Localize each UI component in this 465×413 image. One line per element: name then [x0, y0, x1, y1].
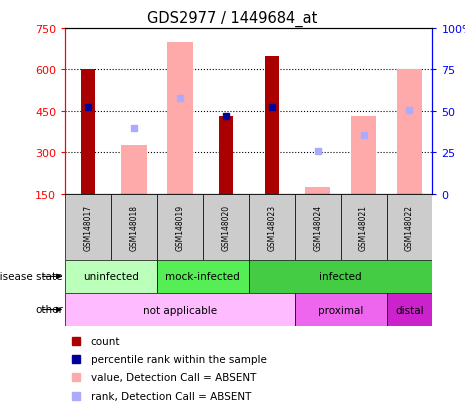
Bar — [203, 194, 249, 260]
Text: GSM148024: GSM148024 — [313, 204, 322, 250]
Text: percentile rank within the sample: percentile rank within the sample — [91, 354, 267, 364]
Text: count: count — [91, 336, 120, 346]
Bar — [397, 70, 422, 194]
Text: GSM148020: GSM148020 — [221, 204, 230, 250]
Text: disease state: disease state — [0, 272, 63, 282]
Bar — [249, 194, 295, 260]
Bar — [65, 194, 111, 260]
Text: GSM148021: GSM148021 — [359, 204, 368, 250]
Text: mock-infected: mock-infected — [166, 272, 240, 282]
Text: GSM148023: GSM148023 — [267, 204, 276, 250]
Bar — [167, 43, 193, 194]
Bar — [249, 260, 432, 293]
Text: other: other — [35, 305, 63, 315]
Text: GSM148022: GSM148022 — [405, 204, 414, 250]
Bar — [65, 293, 295, 326]
Bar — [81, 70, 95, 194]
Text: GDS2977 / 1449684_at: GDS2977 / 1449684_at — [147, 10, 318, 26]
Bar — [219, 117, 232, 194]
Bar — [111, 194, 157, 260]
Bar — [295, 194, 340, 260]
Text: proximal: proximal — [318, 305, 363, 315]
Text: GSM148019: GSM148019 — [175, 204, 185, 250]
Text: not applicable: not applicable — [143, 305, 217, 315]
Text: uninfected: uninfected — [83, 272, 139, 282]
Bar — [295, 293, 386, 326]
Bar — [265, 57, 279, 194]
Bar — [157, 260, 249, 293]
Bar — [305, 187, 330, 194]
Bar — [121, 146, 146, 194]
Text: value, Detection Call = ABSENT: value, Detection Call = ABSENT — [91, 373, 256, 382]
Text: rank, Detection Call = ABSENT: rank, Detection Call = ABSENT — [91, 392, 251, 401]
Bar — [65, 260, 157, 293]
Bar — [340, 194, 386, 260]
Bar — [157, 194, 203, 260]
Text: infected: infected — [319, 272, 362, 282]
Bar — [386, 293, 432, 326]
Text: GSM148017: GSM148017 — [84, 204, 93, 250]
Text: GSM148018: GSM148018 — [129, 204, 139, 250]
Text: distal: distal — [395, 305, 424, 315]
Bar — [386, 194, 432, 260]
Bar — [351, 117, 376, 194]
